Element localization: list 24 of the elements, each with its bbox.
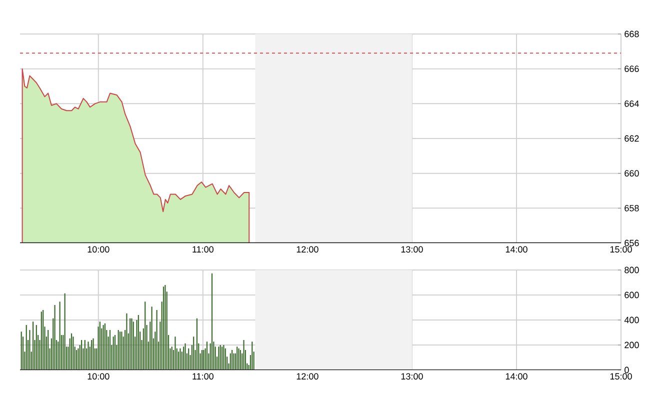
x-tick-label: 11:00: [192, 373, 214, 380]
x-tick-label: 10:00: [88, 246, 110, 253]
y-tick-label: 656: [624, 240, 639, 246]
y-tick-label: 800: [624, 266, 639, 274]
x-tick-label: 13:00: [401, 373, 423, 380]
y-tick-label: 0: [624, 366, 629, 374]
x-tick-label: 12:00: [296, 373, 318, 380]
y-tick-label: 662: [624, 135, 639, 142]
y-tick-label: 664: [624, 100, 639, 107]
x-tick-label: 12:00: [296, 246, 318, 253]
x-tick-label: 14:00: [506, 246, 528, 253]
x-tick-label: 11:00: [192, 246, 214, 253]
y-tick-label: 200: [624, 342, 639, 348]
y-tick-label: 668: [624, 30, 639, 38]
x-tick-label: 13:00: [401, 246, 423, 253]
x-tick-label: 10:00: [88, 373, 110, 380]
y-tick-label: 400: [624, 316, 639, 324]
y-tick-label: 600: [624, 292, 639, 298]
x-tick-label: 15:00: [610, 246, 632, 253]
y-tick-label: 666: [624, 66, 639, 72]
x-tick-label: 15:00: [610, 373, 632, 380]
y-tick-label: 658: [624, 204, 639, 212]
x-tick-label: 14:00: [506, 373, 528, 380]
y-tick-label: 660: [624, 170, 639, 177]
